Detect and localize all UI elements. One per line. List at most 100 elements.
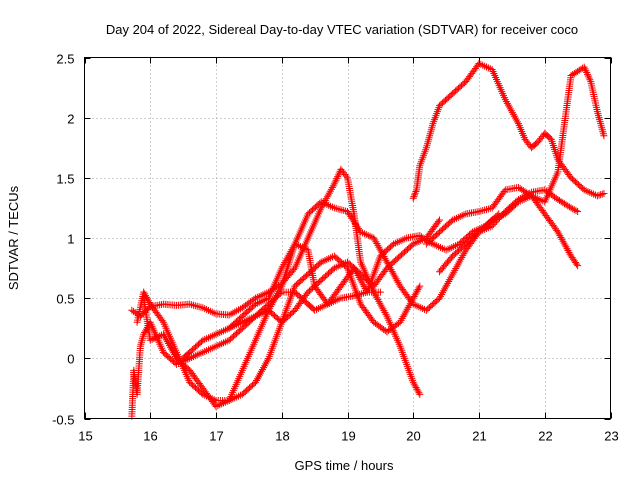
data-point [490, 220, 498, 228]
data-point [574, 262, 582, 270]
data-point [338, 206, 346, 214]
data-point [195, 303, 203, 311]
data-point [412, 188, 420, 196]
series-track-9 [436, 186, 582, 276]
y-tick-label: 0.5 [56, 292, 74, 307]
data-point [376, 288, 384, 296]
data-point [188, 301, 196, 309]
data-point [411, 191, 419, 199]
data-point [477, 207, 485, 215]
data-point [334, 171, 342, 179]
x-tick-label: 15 [78, 429, 92, 444]
data-point [415, 389, 423, 397]
data-point [416, 390, 424, 398]
y-tick-label: 1.5 [56, 172, 74, 187]
series-track-7 [409, 60, 608, 202]
data-point [250, 295, 258, 303]
x-tick-label: 23 [604, 429, 618, 444]
data-point [331, 178, 339, 186]
data-point [600, 189, 608, 197]
data-point [411, 189, 419, 197]
series-track-4 [140, 216, 444, 410]
data-point [593, 192, 601, 200]
series-track-1 [128, 165, 424, 398]
data-point [585, 74, 593, 82]
data-point [493, 217, 501, 225]
data-point [600, 132, 608, 140]
data-point [580, 63, 588, 71]
data-point [332, 176, 340, 184]
y-tick-label: 2 [67, 112, 74, 127]
data-point [330, 180, 338, 188]
data-point [334, 173, 342, 181]
data-point [595, 191, 603, 199]
data-point [193, 302, 201, 310]
y-tick-label: 1 [67, 232, 74, 247]
grid [84, 57, 611, 419]
x-tick-label: 17 [209, 429, 223, 444]
data-point [584, 72, 592, 80]
data-point [491, 219, 499, 227]
data-point [598, 190, 606, 198]
x-tick-label: 18 [275, 429, 289, 444]
x-tick-label: 21 [472, 429, 486, 444]
series-track-8 [422, 63, 608, 248]
data-point [581, 65, 589, 73]
data-point [483, 205, 491, 213]
data-point [574, 208, 582, 216]
y-axis-label: SDTVAR / TECUs [6, 185, 21, 290]
x-axis-label: GPS time / hours [295, 458, 394, 473]
data-point [570, 206, 578, 214]
series-track-6 [225, 240, 384, 332]
data-point [416, 282, 424, 290]
data-point [336, 205, 344, 213]
data-point [572, 207, 580, 215]
data-point [369, 317, 377, 325]
y-tick-label: -0.5 [52, 413, 74, 428]
data-point [582, 67, 590, 75]
data-point [583, 69, 591, 77]
data-point [342, 172, 350, 180]
data-point [497, 212, 505, 220]
data-point [290, 266, 298, 274]
data-point [498, 211, 506, 219]
data-point [479, 206, 487, 214]
data-point [567, 204, 575, 212]
data-point [586, 76, 594, 84]
data-point [597, 191, 605, 199]
data-point [494, 216, 502, 224]
data-point [334, 205, 342, 213]
axis-ticks [84, 57, 612, 420]
data-point [569, 205, 577, 213]
data-point [583, 70, 591, 78]
x-tick-label: 19 [341, 429, 355, 444]
y-tick-label: 2.5 [56, 52, 74, 67]
plot-frame [84, 57, 611, 419]
data-point [475, 208, 483, 216]
chart-title: Day 204 of 2022, Sidereal Day-to-day VTE… [106, 22, 578, 37]
data-point [481, 206, 489, 214]
data-point [410, 193, 418, 201]
x-tick-label: 22 [538, 429, 552, 444]
data-point [191, 302, 199, 310]
data-point [409, 194, 417, 202]
data-point [495, 214, 503, 222]
x-tick-label: 16 [143, 429, 157, 444]
data-point [186, 300, 194, 308]
y-tick-labels: -0.5 0 0.5 1 1.5 2 2.5 [52, 52, 74, 428]
x-tick-label: 20 [406, 429, 420, 444]
data-point [333, 174, 341, 182]
data-point [158, 317, 166, 325]
data-point [573, 260, 581, 268]
x-tick-labels: 15 16 17 18 19 20 21 22 23 [78, 429, 618, 444]
data-point [436, 216, 444, 224]
data-point [189, 301, 197, 309]
data-point [276, 289, 284, 297]
y-tick-label: 0 [67, 352, 74, 367]
data-point [415, 284, 423, 292]
data-point [500, 209, 508, 217]
data-point [434, 218, 442, 226]
data-point [488, 222, 496, 230]
data-points [128, 60, 608, 420]
